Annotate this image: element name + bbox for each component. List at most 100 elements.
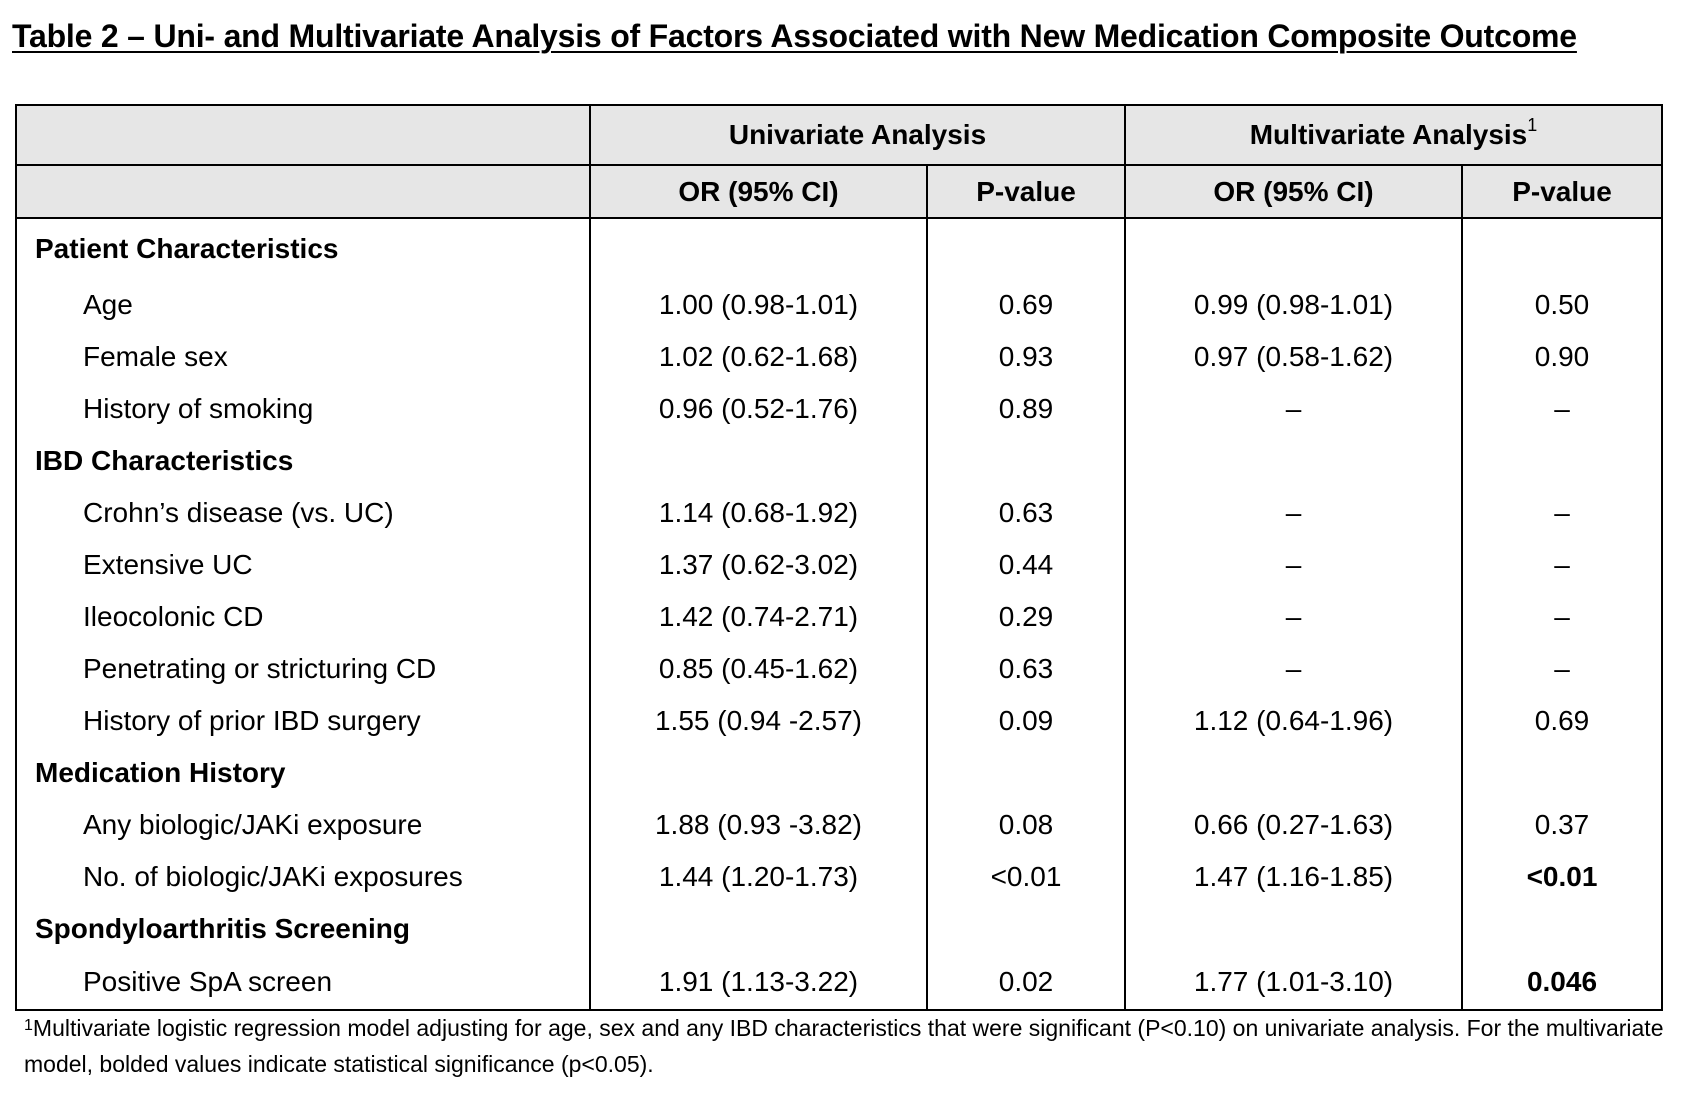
univariate-pvalue-cell: 0.09 — [926, 695, 1126, 747]
univariate-pvalue-cell: 0.44 — [926, 539, 1126, 591]
row-label: Medication History — [15, 747, 591, 799]
multivariate-pvalue-cell: 0.69 — [1461, 695, 1663, 747]
multivariate-or-header: OR (95% CI) — [1124, 164, 1463, 219]
table-row: Ileocolonic CD 1.42 (0.74-2.71) 0.29– – — [15, 591, 1663, 643]
multivariate-header-label: Multivariate Analysis — [1249, 119, 1528, 150]
section-row: Patient Characteristics — [15, 218, 1663, 279]
multivariate-or-cell — [1124, 218, 1463, 279]
row-label: IBD Characteristics — [15, 435, 591, 487]
multivariate-or-cell: – — [1124, 383, 1463, 435]
multivariate-pvalue-cell: 0.046 — [1461, 955, 1663, 1011]
multivariate-pvalue-cell: 0.50 — [1461, 279, 1663, 331]
univariate-or-cell: 1.00 (0.98-1.01) — [589, 279, 928, 331]
row-label: Age — [15, 279, 591, 331]
multivariate-pvalue-cell — [1461, 218, 1663, 279]
multivariate-or-cell: – — [1124, 643, 1463, 695]
multivariate-or-cell: – — [1124, 539, 1463, 591]
row-label: Female sex — [15, 331, 591, 383]
univariate-or-cell: 1.42 (0.74-2.71) — [589, 591, 928, 643]
table-row: Age 1.00 (0.98-1.01) 0.69 0.99 (0.98-1.01) 0… — [15, 279, 1663, 331]
row-label: Extensive UC — [15, 539, 591, 591]
multivariate-pvalue-cell: <0.01 — [1461, 851, 1663, 903]
table-row: Female sex 1.02 (0.62-1.68) 0.93 0.97 (0.58… — [15, 331, 1663, 383]
multivariate-pvalue-cell: 0.90 — [1461, 331, 1663, 383]
header-row-groups: Univariate Analysis Multivariate Analysi… — [15, 104, 1663, 166]
multivariate-pvalue-cell: – — [1461, 539, 1663, 591]
multivariate-or-cell: 1.77 (1.01-3.10) — [1124, 955, 1463, 1011]
univariate-or-cell: 1.44 (1.20-1.73) — [589, 851, 928, 903]
section-row: Spondyloarthritis Screening — [15, 903, 1663, 955]
section-row: Medication History — [15, 747, 1663, 799]
univariate-or-cell: 0.85 (0.45-1.62) — [589, 643, 928, 695]
univariate-pvalue-cell: 0.93 — [926, 331, 1126, 383]
multivariate-pvalue-cell: – — [1461, 591, 1663, 643]
univariate-pvalue-cell — [926, 218, 1126, 279]
results-table: Univariate Analysis Multivariate Analysi… — [15, 104, 1663, 1011]
row-label: Crohn’s disease (vs. UC) — [15, 487, 591, 539]
table-row: Extensive UC 1.37 (0.62-3.02) 0.44– – — [15, 539, 1663, 591]
univariate-or-cell: 1.14 (0.68-1.92) — [589, 487, 928, 539]
multivariate-pvalue-cell — [1461, 435, 1663, 487]
footnote: 1Multivariate logistic regression model … — [24, 1010, 1664, 1082]
row-label: Any biologic/JAKi exposure — [15, 799, 591, 851]
univariate-pvalue-header: P-value — [926, 164, 1126, 219]
multivariate-or-cell — [1124, 903, 1463, 955]
table-row: Crohn’s disease (vs. UC) 1.14 (0.68-1.92)… — [15, 487, 1663, 539]
univariate-pvalue-cell: 0.89 — [926, 383, 1126, 435]
row-label: Penetrating or stricturing CD — [15, 643, 591, 695]
multivariate-pvalue-cell: 0.37 — [1461, 799, 1663, 851]
univariate-or-cell — [589, 435, 928, 487]
univariate-pvalue-cell: 0.63 — [926, 643, 1126, 695]
multivariate-pvalue-cell: – — [1461, 383, 1663, 435]
footnote-text: Multivariate logistic regression model a… — [24, 1015, 1664, 1077]
multivariate-pvalue-cell — [1461, 747, 1663, 799]
univariate-or-cell: 1.91 (1.13-3.22) — [589, 955, 928, 1011]
multivariate-pvalue-cell — [1461, 903, 1663, 955]
univariate-header: Univariate Analysis — [589, 104, 1126, 166]
section-row: IBD Characteristics — [15, 435, 1663, 487]
table-row: History of prior IBD surgery 1.55 (0.94 -… — [15, 695, 1663, 747]
multivariate-or-cell: 0.99 (0.98-1.01) — [1124, 279, 1463, 331]
univariate-pvalue-cell — [926, 435, 1126, 487]
univariate-pvalue-cell: 0.08 — [926, 799, 1126, 851]
row-label: History of smoking — [15, 383, 591, 435]
univariate-pvalue-cell: <0.01 — [926, 851, 1126, 903]
univariate-pvalue-cell: 0.63 — [926, 487, 1126, 539]
multivariate-or-cell: – — [1124, 591, 1463, 643]
multivariate-pvalue-header: P-value — [1461, 164, 1663, 219]
header-blank-cell-2 — [15, 164, 591, 219]
multivariate-or-cell: – — [1124, 487, 1463, 539]
table-row: Any biologic/JAKi exposure 1.88 (0.93 -3.… — [15, 799, 1663, 851]
univariate-or-cell — [589, 747, 928, 799]
univariate-or-cell — [589, 218, 928, 279]
univariate-pvalue-cell — [926, 747, 1126, 799]
table-row: Positive SpA screen 1.91 (1.13-3.22) 0.02 1… — [15, 955, 1663, 1011]
multivariate-pvalue-cell: – — [1461, 487, 1663, 539]
univariate-or-cell: 1.37 (0.62-3.02) — [589, 539, 928, 591]
row-label: Spondyloarthritis Screening — [15, 903, 591, 955]
multivariate-footnote-marker: 1 — [1527, 115, 1538, 135]
table-row: No. of biologic/JAKi exposures 1.44 (1.20… — [15, 851, 1663, 903]
row-label: Patient Characteristics — [15, 218, 591, 279]
univariate-pvalue-cell: 0.02 — [926, 955, 1126, 1011]
multivariate-or-cell: 0.66 (0.27-1.63) — [1124, 799, 1463, 851]
table-title: Table 2 – Uni- and Multivariate Analysis… — [12, 18, 1577, 54]
univariate-or-header: OR (95% CI) — [589, 164, 928, 219]
univariate-or-cell: 1.88 (0.93 -3.82) — [589, 799, 928, 851]
univariate-or-cell: 1.02 (0.62-1.68) — [589, 331, 928, 383]
row-label: No. of biologic/JAKi exposures — [15, 851, 591, 903]
univariate-pvalue-cell: 0.29 — [926, 591, 1126, 643]
univariate-or-cell: 0.96 (0.52-1.76) — [589, 383, 928, 435]
multivariate-or-cell — [1124, 747, 1463, 799]
univariate-pvalue-cell: 0.69 — [926, 279, 1126, 331]
multivariate-or-cell: 0.97 (0.58-1.62) — [1124, 331, 1463, 383]
univariate-or-cell: 1.55 (0.94 -2.57) — [589, 695, 928, 747]
row-label: History of prior IBD surgery — [15, 695, 591, 747]
univariate-or-cell — [589, 903, 928, 955]
multivariate-or-cell — [1124, 435, 1463, 487]
footnote-marker: 1 — [24, 1017, 33, 1034]
header-row-columns: OR (95% CI) P-value OR (95% CI) P-value — [15, 164, 1663, 219]
table-row: History of smoking 0.96 (0.52-1.76) 0.89– – — [15, 383, 1663, 435]
multivariate-or-cell: 1.47 (1.16-1.85) — [1124, 851, 1463, 903]
multivariate-header: Multivariate Analysis1 — [1124, 104, 1663, 166]
